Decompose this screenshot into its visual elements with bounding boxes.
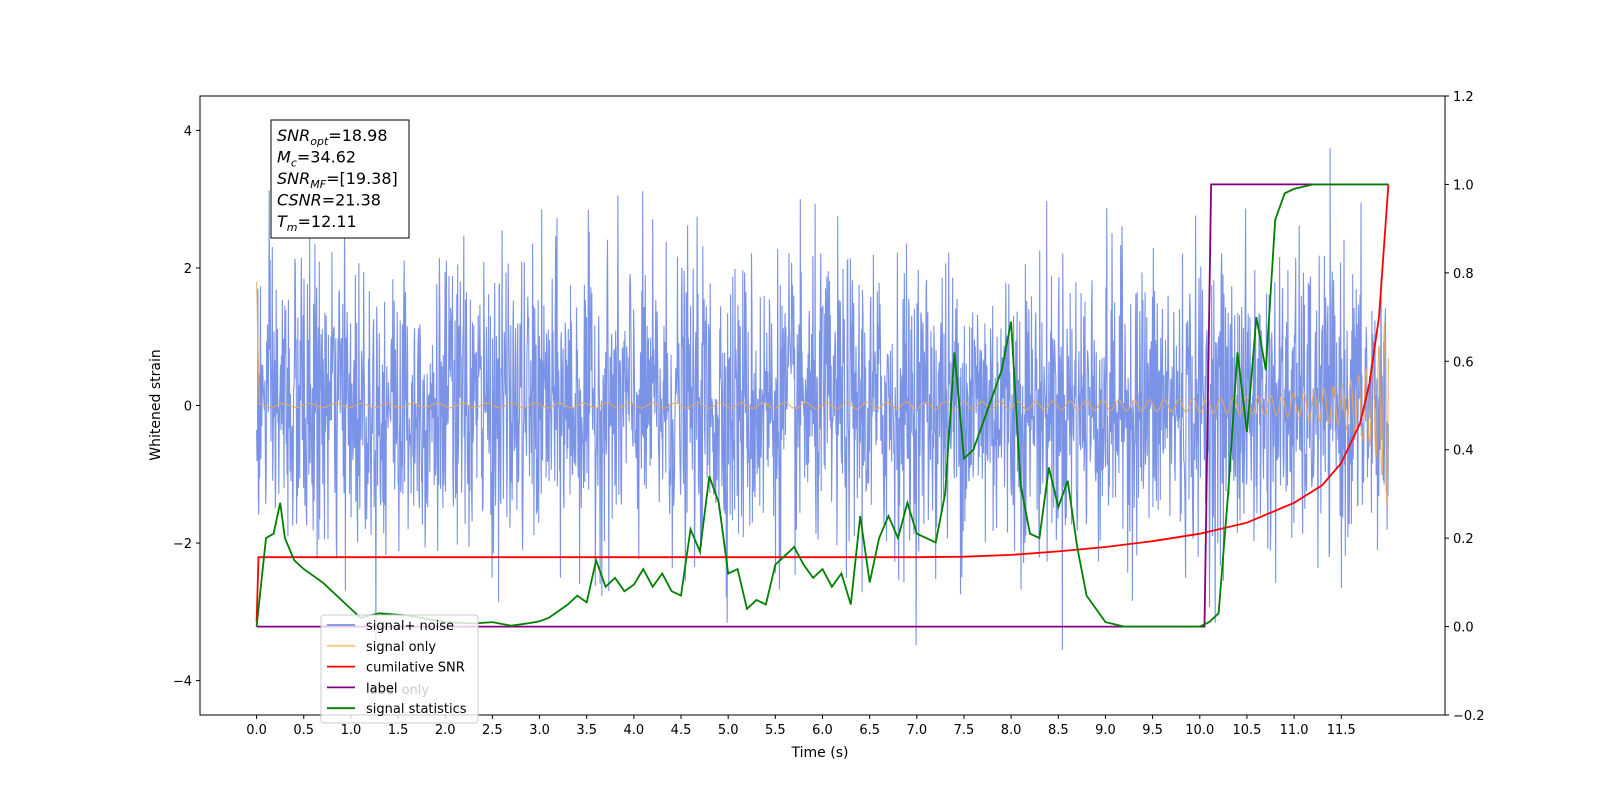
y-tick-label: −4 xyxy=(173,675,192,690)
y2-tick-label: 0.6 xyxy=(1453,355,1474,370)
x-tick-label: 6.0 xyxy=(812,723,833,738)
y-axis-left: 4 2 0 −2 −4 xyxy=(173,124,200,690)
legend-label: signal statistics xyxy=(366,702,467,717)
info-line: SNRopt=18.98 xyxy=(277,126,388,148)
y2-tick-label: 0.0 xyxy=(1453,621,1474,636)
y-axis-right: 1.2 1.0 0.8 0.6 0.4 0.2 0.0 −0.2 xyxy=(1445,90,1485,724)
info-line-name: M xyxy=(277,148,291,167)
info-line-subscript: opt xyxy=(310,135,329,148)
x-tick-label: 7.5 xyxy=(954,723,975,738)
x-tick-label: 7.0 xyxy=(906,723,927,738)
info-box-lines: SNRopt=18.98Mc=34.62SNRMF=[19.38]CSNR=21… xyxy=(277,126,398,234)
y2-tick-label: 0.4 xyxy=(1453,444,1474,459)
legend-frame xyxy=(320,614,479,724)
legend-entries: signal+ noise signal only cumilative SNR la… xyxy=(327,619,467,717)
info-box: SNRopt=18.98Mc=34.62SNRMF=[19.38]CSNR=21… xyxy=(270,119,410,239)
x-tick-label: 9.5 xyxy=(1142,723,1163,738)
info-line-value: =18.98 xyxy=(328,126,387,145)
info-line-name: T xyxy=(277,212,288,231)
x-tick-label: 3.0 xyxy=(529,723,550,738)
x-tick-label: 8.0 xyxy=(1001,723,1022,738)
info-line: CSNR=21.38 xyxy=(277,191,381,210)
y-axis-label: Whitened strain xyxy=(148,349,164,460)
info-line-value: =21.38 xyxy=(322,191,381,210)
y-tick-label: 2 xyxy=(184,262,192,277)
legend-ghost-text: label only xyxy=(366,683,429,698)
y2-tick-label: 1.2 xyxy=(1453,90,1474,105)
legend-label: signal+ noise xyxy=(366,619,454,634)
info-line-name: SNR xyxy=(277,169,310,188)
y-tick-label: 4 xyxy=(184,124,192,139)
legend-label: cumilative SNR xyxy=(366,661,465,676)
series-signal-noise-line xyxy=(256,148,1389,650)
y2-tick-label: −0.2 xyxy=(1453,709,1485,724)
x-axis: 0.0 0.5 1.0 1.5 2.0 2.5 3.0 3.5 4.0 4.5 5.0 5.5 6.0 6… xyxy=(246,715,1356,738)
x-tick-label: 8.5 xyxy=(1048,723,1069,738)
x-tick-label: 11.5 xyxy=(1327,723,1356,738)
x-tick-label: 0.5 xyxy=(293,723,314,738)
y2-tick-label: 0.2 xyxy=(1453,532,1474,547)
info-line-subscript: c xyxy=(291,157,297,170)
x-tick-label: 1.0 xyxy=(341,723,362,738)
info-line: Tm=12.11 xyxy=(277,212,357,234)
x-tick-label: 2.0 xyxy=(435,723,456,738)
series-layer xyxy=(255,148,1390,650)
legend-label: label xyxy=(366,681,397,696)
x-tick-label: 10.5 xyxy=(1232,723,1261,738)
x-tick-label: 4.5 xyxy=(671,723,692,738)
x-tick-label: 2.5 xyxy=(482,723,503,738)
x-tick-label: 6.5 xyxy=(859,723,880,738)
series-signal-only-line xyxy=(256,281,1389,505)
legend-label: signal only xyxy=(366,640,436,655)
x-tick-label: 3.5 xyxy=(576,723,597,738)
y2-tick-label: 0.8 xyxy=(1453,267,1474,282)
x-tick-label: 4.0 xyxy=(624,723,645,738)
info-line: SNRMF=[19.38] xyxy=(277,169,398,191)
info-line-subscript: MF xyxy=(310,178,326,191)
x-tick-label: 10.0 xyxy=(1185,723,1214,738)
x-axis-label: Time (s) xyxy=(791,745,849,761)
x-tick-label: 0.0 xyxy=(246,723,267,738)
legend: label only signal+ noise signal only cumil… xyxy=(320,614,479,724)
x-tick-label: 9.0 xyxy=(1095,723,1116,738)
series-label-line xyxy=(256,183,1389,628)
info-line: Mc=34.62 xyxy=(277,148,356,170)
info-line-value: =34.62 xyxy=(297,148,356,167)
series-signal-statistics-line xyxy=(255,183,1389,628)
x-tick-label: 1.5 xyxy=(388,723,409,738)
info-line-name: SNR xyxy=(277,126,310,145)
info-line-name: CSNR xyxy=(277,191,322,210)
info-line-value: =[19.38] xyxy=(326,169,398,188)
info-box-frame xyxy=(270,119,410,239)
x-tick-label: 11.0 xyxy=(1280,723,1309,738)
y2-tick-label: 1.0 xyxy=(1453,178,1474,193)
x-tick-label: 5.0 xyxy=(718,723,739,738)
y-tick-label: 0 xyxy=(184,400,192,415)
info-line-value: =12.11 xyxy=(298,212,357,231)
x-tick-label: 5.5 xyxy=(765,723,786,738)
info-line-subscript: m xyxy=(287,221,298,234)
series-cumulative-snr-line xyxy=(255,184,1390,623)
y-tick-label: −2 xyxy=(173,537,192,552)
